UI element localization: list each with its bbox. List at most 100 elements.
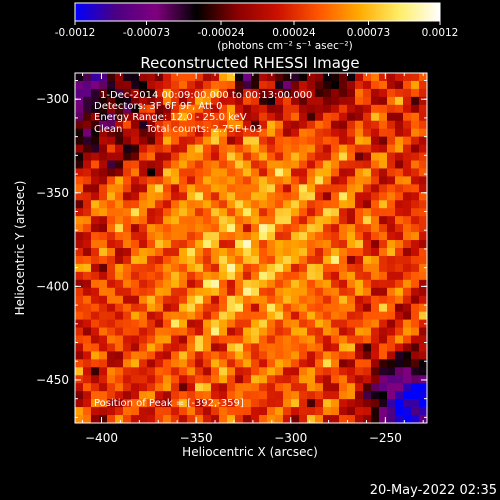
heatmap-cell (211, 271, 220, 281)
heatmap-cell (235, 248, 244, 257)
heatmap-cell (371, 184, 380, 193)
heatmap-cell (275, 168, 284, 178)
heatmap-cell (131, 311, 140, 321)
heatmap-cell (291, 255, 300, 265)
heatmap-cell (243, 335, 252, 345)
heatmap-cell (315, 88, 324, 98)
heatmap-cell (315, 407, 324, 416)
heatmap-cell (411, 303, 420, 313)
heatmap-cell (91, 152, 100, 162)
heatmap-cell (91, 104, 100, 114)
heatmap-cell (99, 184, 108, 193)
heatmap-cell (371, 319, 380, 329)
heatmap-cell (307, 216, 316, 225)
heatmap-cell (91, 255, 100, 265)
heatmap-cell (131, 128, 140, 138)
heatmap-cell (371, 375, 380, 384)
heatmap-cell (379, 144, 388, 154)
heatmap-cell (315, 248, 324, 257)
heatmap-cell (179, 144, 188, 154)
heatmap-cell (355, 152, 364, 162)
heatmap-cell (123, 168, 132, 178)
heatmap-cell (315, 200, 324, 209)
heatmap-cell (251, 335, 260, 345)
heatmap-cell (291, 104, 300, 114)
heatmap-cell (347, 311, 356, 321)
heatmap-cell (107, 383, 116, 392)
heatmap-cell (283, 184, 292, 193)
heatmap-cell (299, 208, 308, 217)
heatmap-cell (147, 383, 156, 392)
heatmap-cell (123, 383, 132, 392)
heatmap-cell (155, 415, 164, 423)
heatmap-cell (227, 176, 236, 185)
heatmap-cell (291, 287, 300, 297)
heatmap-cell (307, 112, 316, 122)
heatmap-cell (139, 224, 148, 233)
heatmap-cell (227, 200, 236, 209)
info-block: 1-Dec-2014 00:09:00.000 to 00:13:00.000 … (94, 90, 312, 409)
heatmap-cell (387, 407, 396, 416)
heatmap-cell (419, 128, 427, 138)
heatmap-cell (219, 255, 228, 265)
heatmap-cell (211, 359, 220, 368)
heatmap-cell (211, 128, 220, 138)
heatmap-cell (179, 271, 188, 281)
heatmap-cell (91, 200, 100, 209)
heatmap-cell (259, 232, 268, 241)
heatmap-cell (403, 367, 412, 376)
heatmap-cell (307, 88, 316, 98)
heatmap-cell (411, 120, 420, 130)
heatmap-cell (307, 80, 316, 90)
heatmap-cell (163, 279, 172, 289)
heatmap-cell (227, 144, 236, 154)
heatmap-cell (395, 104, 404, 114)
heatmap-cell (99, 88, 108, 98)
heatmap-cell (387, 263, 396, 273)
heatmap-cell (179, 224, 188, 233)
heatmap-cell (291, 359, 300, 368)
heatmap-cell (347, 176, 356, 185)
heatmap-cell (91, 375, 100, 384)
heatmap-cell (115, 287, 124, 297)
heatmap-cell (83, 144, 92, 154)
heatmap-cell (75, 144, 84, 154)
detectors: Detectors: 3F 6F 9F, Att 0 (94, 101, 222, 112)
heatmap-cell (283, 295, 292, 305)
heatmap-cell (323, 152, 332, 162)
heatmap-cell (259, 311, 268, 321)
heatmap-cell (203, 248, 212, 257)
heatmap-cell (123, 112, 132, 122)
heatmap-cell (163, 263, 172, 273)
heatmap-cell (147, 136, 156, 146)
heatmap-cell (219, 160, 228, 170)
heatmap-cell (259, 73, 268, 82)
heatmap-cell (307, 120, 316, 130)
heatmap-cell (171, 271, 180, 281)
heatmap-cell (83, 327, 92, 337)
heatmap-cell (259, 96, 268, 106)
heatmap-cell (155, 351, 164, 360)
heatmap-cell (371, 168, 380, 178)
heatmap-cell (331, 303, 340, 313)
heatmap-cell (243, 144, 252, 154)
heatmap-cell (99, 176, 108, 185)
heatmap-cell (347, 375, 356, 384)
heatmap-cell (147, 407, 156, 416)
heatmap-cell (123, 200, 132, 209)
heatmap-cell (379, 160, 388, 170)
heatmap-cell (395, 176, 404, 185)
heatmap-cell (147, 248, 156, 257)
heatmap-cell (339, 415, 348, 423)
heatmap-cell (179, 192, 188, 201)
heatmap-cell (123, 327, 132, 337)
heatmap-cell (347, 383, 356, 392)
heatmap-cell (259, 295, 268, 305)
heatmap-cell (323, 168, 332, 178)
heatmap-cell (243, 73, 252, 82)
heatmap-cell (171, 263, 180, 273)
heatmap-cell (211, 327, 220, 337)
heatmap-cell (283, 224, 292, 233)
heatmap-cell (395, 88, 404, 98)
heatmap-cell (211, 152, 220, 162)
